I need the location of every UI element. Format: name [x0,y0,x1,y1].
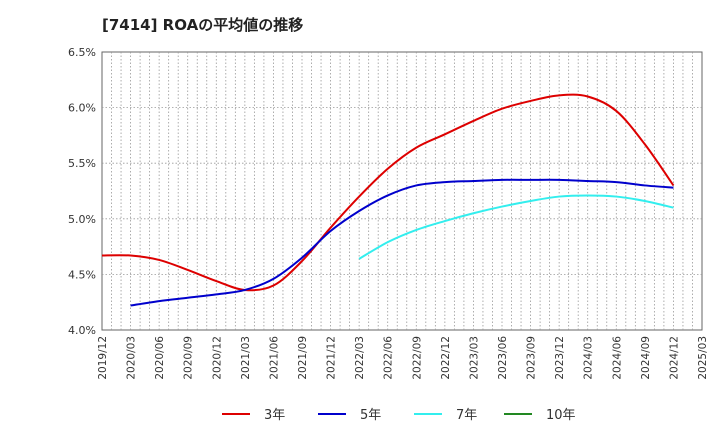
x-tick-label: 2019/12 [97,336,109,380]
x-tick-label: 2023/09 [526,336,538,380]
series-line-7年 [358,194,674,260]
x-tick-label: 2024/03 [583,336,595,380]
x-tick-label: 2022/09 [411,336,423,380]
x-tick-label: 2020/06 [154,336,166,380]
legend-label: 10年 [546,408,576,423]
y-tick-label: 6.0% [68,102,96,115]
legend-label: 3年 [264,408,285,423]
series-line-5年 [130,178,674,307]
x-tick-label: 2021/12 [326,336,338,380]
x-tick-label: 2022/06 [383,336,395,380]
y-tick-label: 6.5% [68,46,96,59]
x-tick-label: 2021/09 [297,336,309,380]
x-tick-label: 2020/03 [126,336,138,380]
x-tick-label: 2024/12 [668,336,680,380]
x-tick-label: 2025/03 [697,336,709,380]
x-tick-label: 2020/09 [183,336,195,380]
y-tick-label: 5.0% [68,213,96,226]
legend-label: 7年 [456,408,477,423]
x-tick-label: 2024/09 [640,336,652,380]
x-tick-label: 2022/12 [440,336,452,380]
x-tick-label: 2023/06 [497,336,509,380]
y-tick-label: 4.0% [68,324,96,337]
x-tick-label: 2021/03 [240,336,252,380]
series-line-3年 [101,93,675,292]
x-tick-label: 2024/06 [611,336,623,380]
x-tick-label: 2022/03 [354,336,366,380]
legend-label: 5年 [360,408,381,423]
y-tick-label: 4.5% [68,268,96,281]
x-tick-label: 2023/12 [554,336,566,380]
chart-title: [7414] ROAの平均値の推移 [102,16,304,34]
legend: 3年 5年 7年 10年 [222,408,576,423]
x-tick-label: 2021/06 [268,336,280,380]
y-tick-label: 5.5% [68,157,96,170]
x-tick-label: 2020/12 [211,336,223,380]
plot-area [101,51,703,331]
x-tick-label: 2023/03 [468,336,480,380]
